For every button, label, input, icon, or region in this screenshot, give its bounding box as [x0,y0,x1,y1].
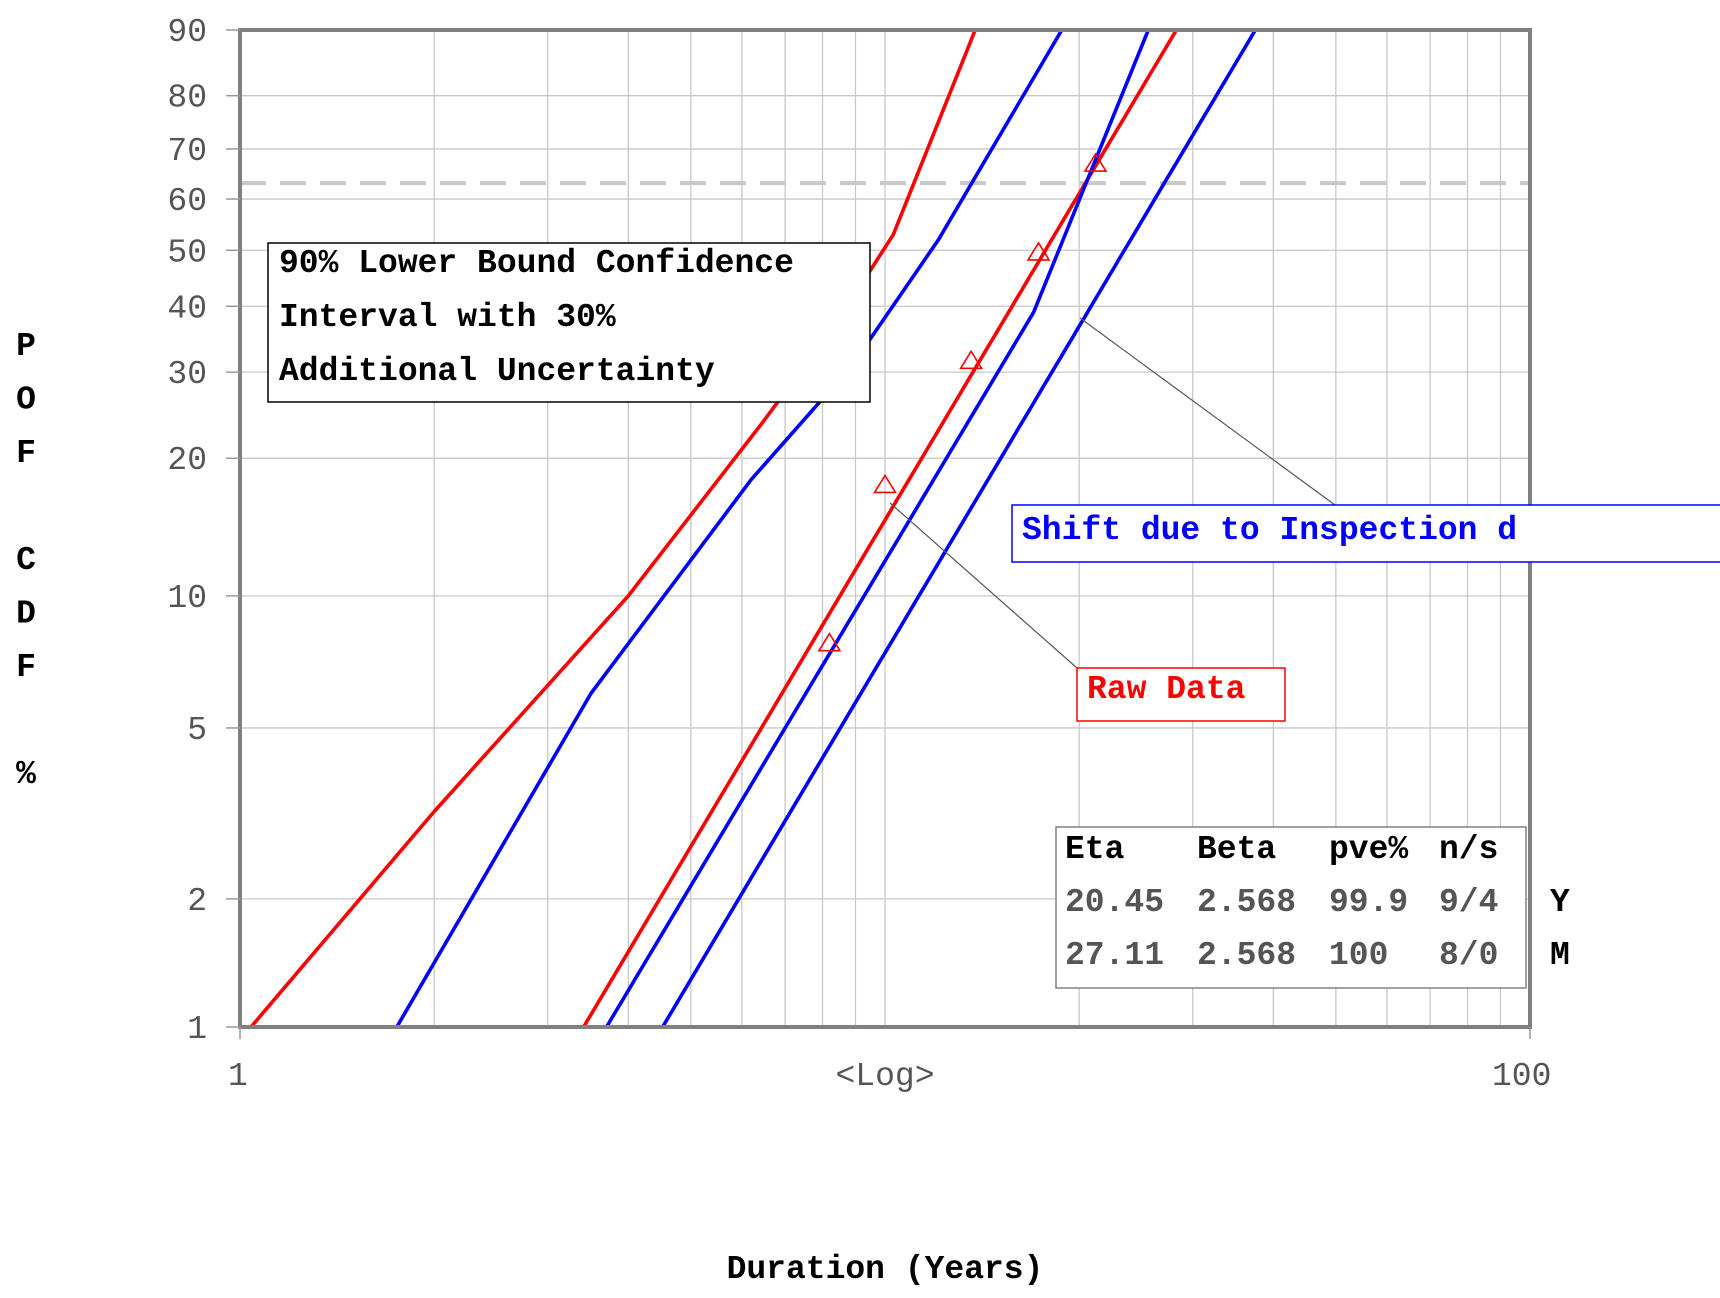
y-tick-label: 10 [167,580,207,617]
confidence-text-line: Additional Uncertainty [279,353,715,390]
series-layer [249,29,1257,1029]
series-line [249,29,977,1029]
legend-cell: 27.11 [1065,937,1164,974]
legend-cell: 100 [1329,937,1388,974]
legend-cell: 20.45 [1065,884,1164,921]
y-tick-label: 90 [167,14,207,51]
shift-leader-line [1079,317,1336,506]
y-tick-label: 30 [167,356,207,393]
legend-cell: 9/4 [1439,884,1498,921]
legend-cell: 2.568 [1197,884,1296,921]
x-scale-label: <Log> [835,1058,934,1095]
legend-row-tag: M [1550,937,1570,974]
data-point-marker [873,473,897,494]
y-title-letter: F [16,649,36,686]
y-tick-label: 40 [167,290,207,327]
y-tick-label: 20 [167,442,207,479]
y-tick-label: 5 [187,712,207,749]
annotation-layer: 90% Lower Bound Confidence Interval with… [267,242,1720,722]
series-line [604,29,1150,1028]
legend-cell: 2.568 [1197,937,1296,974]
series-line [395,29,1064,1028]
legend-header: Beta [1197,831,1276,868]
legend-header: n/s [1439,831,1498,868]
y-title-letter: P [16,328,36,365]
data-point-marker [1083,152,1108,172]
shift-label-box [1011,504,1720,563]
confidence-text-line: Interval with 30% [279,299,616,336]
series-line [661,29,1257,1028]
confidence-text-line: 90% Lower Bound Confidence [279,245,794,282]
legend-header: Eta [1065,831,1124,868]
legend-cells: Eta Beta pve% n/s 20.45 2.568 99.9 9/4 Y 27.11 2.5… [1065,831,1570,974]
legend: Eta Beta pve% n/s 20.45 2.568 99.9 9/4 Y 27.11 2.5… [1055,826,1570,989]
y-tick-label: 60 [167,183,207,220]
y-title-letter: C [16,542,36,579]
y-tick-label: 2 [187,883,207,920]
y-tick-label: 70 [167,133,207,170]
x-axis-title: Duration (Years) [727,1251,1044,1288]
y-title-letter: F [16,435,36,472]
y-tick-label: 50 [167,234,207,271]
raw-data-box [1076,667,1286,722]
legend-row-tag: Y [1550,884,1570,921]
legend-cell: 99.9 [1329,884,1408,921]
tick-labels: 1 2 5 10 20 30 40 50 60 70 80 90 1 100 [167,14,1551,1095]
x-tick-label: 1 [228,1058,248,1095]
x-tick-label: 100 [1492,1058,1551,1095]
data-point-marker [959,349,984,370]
legend-box [1055,826,1527,989]
legend-header: pve% [1329,831,1408,868]
raw-leader-line [889,502,1078,669]
y-tick-label: 1 [187,1011,207,1048]
data-point-marker [1026,241,1051,261]
y-title-letter: O [16,382,36,419]
raw-data-label: Raw Data [1087,671,1245,708]
shift-label: Shift due to Inspection d [1022,512,1517,549]
data-point-marker [817,632,842,652]
y-title-letter: D [16,596,36,633]
legend-cell: 8/0 [1439,937,1498,974]
y-title-letter: % [16,756,36,793]
y-tick-label: 80 [167,80,207,117]
confidence-box [267,242,871,403]
